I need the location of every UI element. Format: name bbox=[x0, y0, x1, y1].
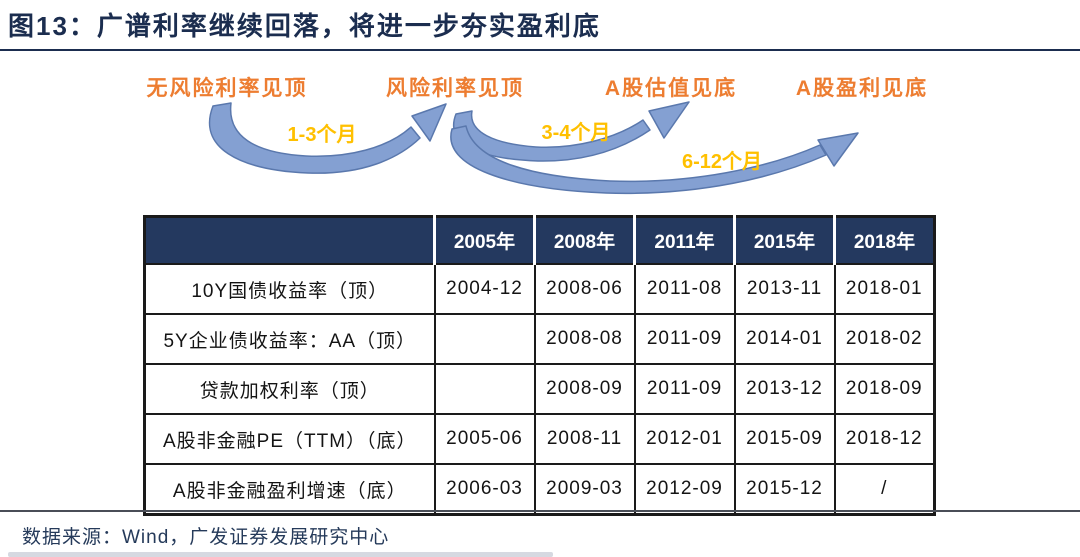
cell: 2008-08 bbox=[533, 313, 636, 365]
cell: 2009-03 bbox=[533, 463, 636, 516]
arrow-label-1-3-months: 1-3个月 bbox=[287, 124, 357, 146]
table-row: 贷款加权利率（顶） 2008-09 2011-09 2013-12 2018-0… bbox=[143, 363, 936, 415]
figure-title: 图13：广谱利率继续回落，将进一步夯实盈利底 bbox=[8, 11, 601, 41]
cell: 2011-09 bbox=[633, 363, 736, 415]
row-label: 10Y国债收益率（顶） bbox=[143, 263, 436, 315]
header-2005: 2005年 bbox=[433, 216, 535, 265]
cell: 2012-01 bbox=[633, 413, 736, 465]
cell: 2015-09 bbox=[733, 413, 836, 465]
table-row: 5Y企业债收益率：AA（顶） 2008-08 2011-09 2014-01 2… bbox=[143, 313, 936, 365]
header-2015: 2015年 bbox=[733, 216, 835, 265]
cell: 2013-11 bbox=[733, 263, 836, 315]
flow-node-riskfree-rate-peak: 无风险利率见顶 bbox=[146, 77, 308, 100]
header-blank-cell bbox=[144, 216, 435, 265]
cell: 2006-03 bbox=[433, 463, 536, 516]
table-row: 10Y国债收益率（顶） 2004-12 2008-06 2011-08 2013… bbox=[143, 263, 936, 315]
cell bbox=[433, 363, 536, 415]
cell: 2011-09 bbox=[633, 313, 736, 365]
cell: 2008-09 bbox=[533, 363, 636, 415]
arrow-label-3-4-months: 3-4个月 bbox=[541, 122, 611, 144]
header-2018: 2018年 bbox=[833, 216, 935, 265]
header-2011: 2011年 bbox=[633, 216, 735, 265]
cell: 2005-06 bbox=[433, 413, 536, 465]
data-source: 数据来源：Wind，广发证券发展研究中心 bbox=[22, 527, 390, 548]
header-2008: 2008年 bbox=[533, 216, 635, 265]
cell: 2018-02 bbox=[833, 313, 936, 365]
cell: 2018-12 bbox=[833, 413, 936, 465]
footer-divider bbox=[0, 510, 1080, 512]
cell: 2012-09 bbox=[633, 463, 736, 516]
curved-arrow-1-3-months bbox=[208, 102, 447, 174]
arrow-label-6-12-months: 6-12个月 bbox=[681, 151, 763, 173]
cell: 2018-09 bbox=[833, 363, 936, 415]
cell: 2008-11 bbox=[533, 413, 636, 465]
row-label: A股非金融PE（TTM）（底） bbox=[143, 413, 436, 465]
rate-timing-table: 2005年 2008年 2011年 2015年 2018年 10Y国债收益率（顶… bbox=[143, 215, 936, 516]
cell: 2015-12 bbox=[733, 463, 836, 516]
cell: 2013-12 bbox=[733, 363, 836, 415]
cell bbox=[433, 313, 536, 365]
row-label: 贷款加权利率（顶） bbox=[143, 363, 436, 415]
cell: 2011-08 bbox=[633, 263, 736, 315]
cell: 2014-01 bbox=[733, 313, 836, 365]
cell: 2018-01 bbox=[833, 263, 936, 315]
cell: 2008-06 bbox=[533, 263, 636, 315]
row-label: 5Y企业债收益率：AA（顶） bbox=[143, 313, 436, 365]
cropped-next-line-fragment bbox=[8, 552, 553, 557]
curved-arrow-6-12-months bbox=[450, 125, 859, 195]
row-label: A股非金融盈利增速（底） bbox=[143, 463, 436, 516]
flow-node-a-share-valuation-bottom: A股估值见底 bbox=[604, 77, 738, 100]
table-row: A股非金融盈利增速（底） 2006-03 2009-03 2012-09 201… bbox=[143, 463, 936, 516]
table-row: A股非金融PE（TTM）（底） 2005-06 2008-11 2012-01 … bbox=[143, 413, 936, 465]
flow-node-risk-rate-peak: 风险利率见顶 bbox=[386, 77, 524, 100]
cell: / bbox=[833, 463, 936, 516]
title-divider bbox=[0, 49, 1080, 51]
flow-node-a-share-earnings-bottom: A股盈利见底 bbox=[795, 77, 929, 100]
cell: 2004-12 bbox=[433, 263, 536, 315]
table-header-row: 2005年 2008年 2011年 2015年 2018年 bbox=[144, 216, 935, 265]
